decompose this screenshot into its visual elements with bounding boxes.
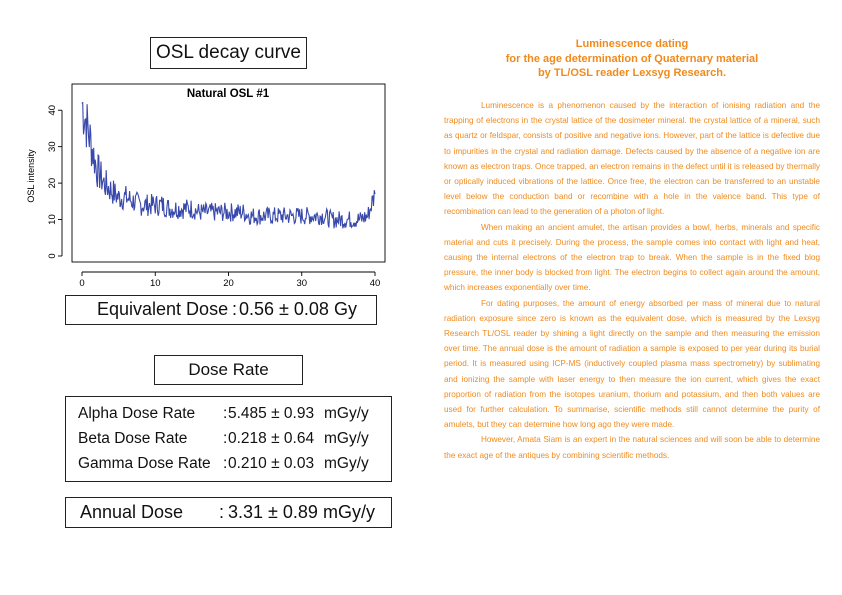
annual-dose-sep: : [219,502,225,522]
alpha-dose-value: 5.485 ± 0.93 [228,405,315,422]
x-tick-label: 20 [223,278,234,289]
axis-layer: 0 10 20 30 40 0 10 20 30 40 [47,105,380,289]
beta-dose-value: 0.218 ± 0.64 [228,430,315,447]
annual-dose-unit: mGy/y [323,502,375,522]
equivalent-dose-label: Equivalent Dose [97,299,229,319]
osl-chart-svg: Natural OSL #1 OSL intensity 0 10 20 30 40 0 1… [26,83,386,289]
y-tick-label: 30 [47,141,58,152]
article-title-line: for the age determination of Quaternary … [505,52,759,65]
annual-dose-value: 3.31 ± 0.89 [228,502,318,522]
article-title-line: by TL/OSL reader Lexsyg Research. [537,67,727,79]
x-tick-label: 40 [370,278,381,289]
article-title-line: Luminescence dating [575,38,689,50]
x-tick-label: 30 [296,278,307,289]
article-paragraph: However, Amata Siam is an expert in the … [444,435,820,460]
article-paragraph: Luminescence is a phenomenon caused by t… [444,101,820,217]
chart-header-label: OSL decay curve [155,42,302,63]
alpha-dose-sep: : [223,405,228,422]
beta-dose-label: Beta Dose Rate [78,430,188,447]
osl-series-line [81,101,376,229]
osl-chart: Natural OSL #1 OSL intensity 0 10 20 30 40 0 1… [20,76,390,291]
gamma-dose-sep: : [223,455,228,472]
dose-rate-header-box: Dose Rate [154,355,303,385]
plot-frame [71,83,386,263]
gamma-dose-value: 0.210 ± 0.03 [228,455,315,472]
x-tick-label: 0 [79,278,84,289]
equivalent-dose-sep: : [232,299,238,319]
y-tick-label: 10 [47,214,58,225]
chart-title: Natural OSL #1 [187,88,270,100]
article-paragraph: For dating purposes, the amount of energ… [444,298,820,430]
beta-dose-sep: : [223,430,228,447]
article-body: Luminescence is a phenomenon caused by t… [444,98,820,463]
y-tick-label: 20 [47,178,58,189]
beta-dose-unit: mGy/y [324,430,369,447]
dose-rates-box: Alpha Dose Rate : 5.485 ± 0.93 mGy/y Bet… [65,396,392,482]
alpha-dose-unit: mGy/y [324,405,369,422]
article-paragraph: When making an ancient amulet, the artis… [444,222,820,293]
y-axis-label: OSL intensity [26,149,36,203]
annual-dose-label: Annual Dose [80,502,184,522]
dose-rate-header-label: Dose Rate [188,360,269,379]
chart-header-box: OSL decay curve [150,37,307,69]
annual-dose-box: Annual Dose : 3.31 ± 0.89 mGy/y [65,497,392,528]
y-tick-label: 0 [47,253,58,258]
y-tick-label: 40 [47,105,58,116]
gamma-dose-unit: mGy/y [324,455,369,472]
equivalent-dose-value: 0.56 ± 0.08 Gy [239,299,357,319]
x-tick-label: 10 [150,278,161,289]
article-title: Luminescence dating for the age determin… [444,37,820,81]
equivalent-dose-box: Equivalent Dose : 0.56 ± 0.08 Gy [65,295,377,325]
gamma-dose-label: Gamma Dose Rate [78,455,211,472]
alpha-dose-label: Alpha Dose Rate [78,405,196,422]
